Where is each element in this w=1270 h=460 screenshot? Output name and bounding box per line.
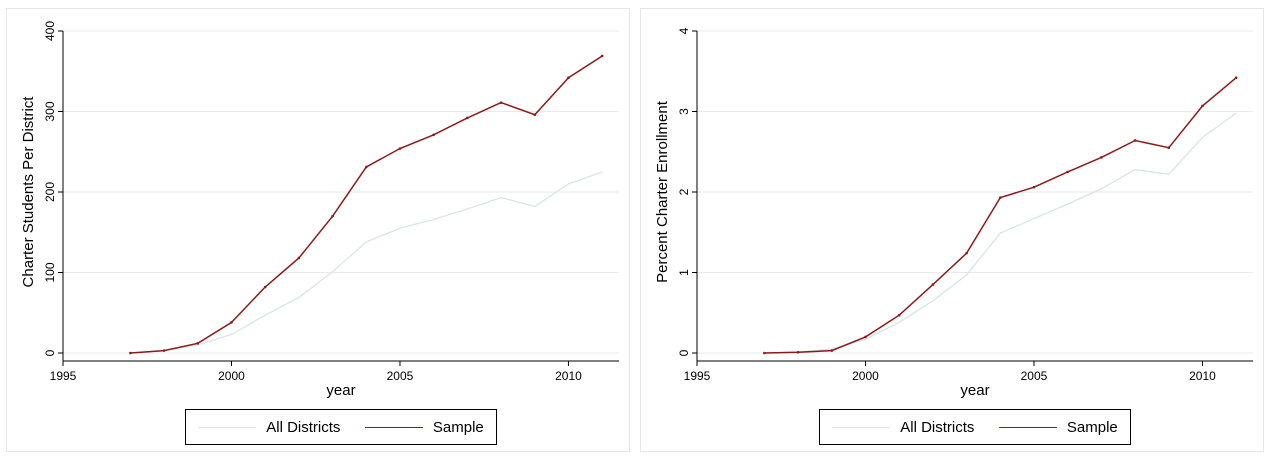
legend-item-all-districts: All Districts: [198, 419, 340, 436]
legend-swatch-all-districts: [832, 426, 891, 428]
x-tick-label: 1995: [50, 369, 77, 383]
data-point-sample: [830, 349, 834, 352]
x-tick-label: 1995: [684, 369, 711, 383]
data-point-sample: [398, 147, 402, 150]
series-line-all-districts: [764, 112, 1237, 354]
data-point-sample: [1066, 170, 1069, 174]
y-tick-label: 0: [43, 349, 57, 356]
data-point-sample: [230, 321, 233, 324]
legend-swatch-all-districts: [198, 426, 257, 428]
legend-item-sample: Sample: [364, 418, 484, 436]
x-tick-label: 2010: [555, 369, 582, 383]
data-point-sample: [1201, 104, 1204, 108]
data-point-sample: [533, 113, 537, 117]
data-point-sample: [1032, 185, 1036, 189]
y-tick-label: 2: [677, 188, 691, 195]
data-point-sample: [998, 196, 1002, 199]
legend-label-all-districts: All Districts: [266, 418, 341, 436]
data-point-sample: [897, 313, 901, 317]
data-point-sample: [1234, 76, 1238, 79]
data-point-sample: [864, 335, 867, 339]
data-point-sample: [162, 349, 166, 352]
x-axis-label: year: [326, 382, 355, 399]
data-point-sample: [331, 214, 334, 218]
x-tick-label: 2005: [387, 369, 414, 383]
data-point-sample: [796, 350, 800, 354]
x-axis-label: year: [960, 382, 989, 399]
data-point-sample: [1133, 139, 1137, 142]
data-point-sample: [129, 351, 132, 355]
data-point-sample: [931, 283, 935, 286]
legend-item-all-districts: All Districts: [832, 419, 974, 436]
y-tick-label: 300: [43, 101, 57, 121]
y-tick-label: 3: [677, 108, 691, 115]
y-tick-label: 0: [677, 349, 691, 356]
series-line-sample: [130, 55, 603, 354]
legend-label-all-districts: All Districts: [900, 418, 975, 436]
data-point-sample: [432, 133, 435, 137]
data-point-sample: [466, 116, 469, 120]
y-axis-label: Percent Charter Enrollment: [654, 100, 671, 283]
legend-left: All Districts Sample: [185, 409, 497, 445]
y-tick-label: 200: [43, 182, 57, 202]
data-point-sample: [263, 285, 267, 289]
y-tick-label: 400: [43, 21, 57, 41]
chart-right: 0 1 2 3 4 1995 2000 2005 2010 year Percent Charter…: [654, 27, 1253, 399]
y-tick-label: 4: [677, 27, 691, 34]
legend-right: All Districts Sample: [819, 409, 1131, 445]
chart-panel-right: 0 1 2 3 4 1995 2000 2005 2010 year Percent Charter…: [640, 8, 1264, 452]
data-point-sample: [600, 54, 604, 58]
y-tick-label: 1: [677, 269, 691, 276]
data-point-sample: [196, 342, 200, 345]
legend-label-sample: Sample: [1066, 418, 1118, 436]
y-tick-label: 100: [43, 262, 57, 282]
series-line-sample: [764, 77, 1237, 354]
x-tick-label: 2000: [852, 369, 879, 383]
data-point-sample: [499, 101, 503, 104]
x-tick-label: 2005: [1021, 369, 1048, 383]
x-tick-label: 2010: [1189, 369, 1216, 383]
data-point-sample: [364, 165, 368, 169]
legend-label-sample: Sample: [432, 418, 484, 436]
data-point-sample: [1100, 156, 1103, 159]
chart-left: 0 100 200 300 400 1995 2000 2005 2010 year Charter…: [20, 21, 619, 399]
data-point-sample: [763, 351, 766, 355]
data-point-sample: [1167, 146, 1171, 150]
y-axis-label: Charter Students Per District: [20, 96, 37, 288]
legend-item-sample: Sample: [998, 418, 1118, 436]
data-point-sample: [297, 256, 301, 260]
data-point-sample: [567, 76, 570, 79]
legend-swatch-sample: [998, 426, 1057, 428]
x-tick-label: 2000: [218, 369, 245, 383]
data-point-sample: [965, 251, 968, 255]
chart-panel-left: 0 100 200 300 400 1995 2000 2005 2010 year Charter…: [6, 8, 630, 452]
legend-swatch-sample: [364, 426, 423, 428]
series-line-all-districts: [130, 171, 603, 354]
